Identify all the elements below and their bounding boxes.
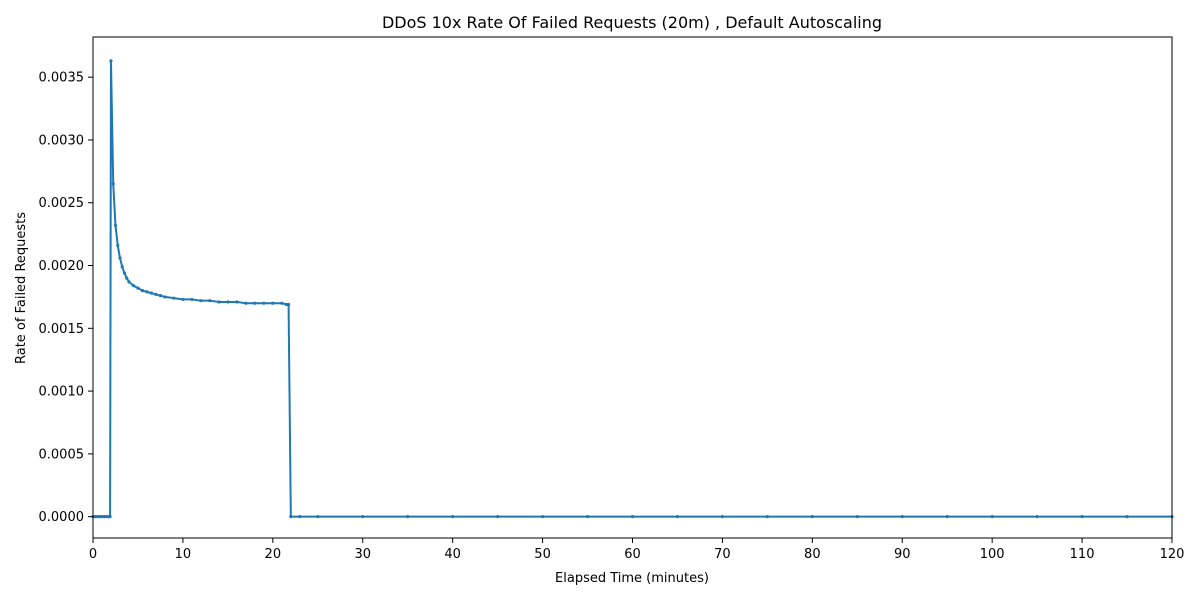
y-tick-label: 0.0010 [39,385,85,400]
data-point [855,515,859,519]
data-point [271,301,275,305]
x-tick-label: 40 [444,547,461,562]
data-point [199,299,203,303]
data-point [900,515,904,519]
data-point [108,515,112,519]
data-point [208,299,212,303]
data-point [361,515,365,519]
plot-area [91,59,1174,519]
x-tick-label: 0 [89,547,97,562]
y-tick-label: 0.0025 [39,196,85,211]
data-point [1125,515,1129,519]
x-tick-label: 100 [980,547,1005,562]
x-tick-label: 10 [175,547,192,562]
y-tick-label: 0.0035 [39,71,85,86]
data-point [158,294,163,298]
data-point [125,276,129,280]
data-point [226,300,230,304]
data-point [127,280,131,284]
data-point [1035,515,1039,519]
x-axis: 0 10 20 30 40 50 60 70 80 90 100 110 120 [89,538,1185,562]
chart-title: DDoS 10x Rate Of Failed Requests (20m) ,… [382,13,882,32]
data-point [136,286,140,290]
data-point [100,515,104,519]
x-tick-label: 50 [534,547,551,562]
x-tick-label: 20 [265,547,282,562]
data-point [720,515,725,519]
data-point [1080,515,1084,519]
data-point [149,291,154,295]
data-point [120,265,124,269]
x-tick-label: 110 [1070,547,1095,562]
data-point [109,59,113,63]
y-axis-label: Rate of Failed Requests [14,212,29,364]
data-point [585,515,590,519]
data-point [284,302,288,307]
data-point [111,182,115,186]
y-tick-label: 0.0005 [39,447,85,462]
data-point [104,515,109,519]
y-tick-label: 0.0015 [39,322,85,337]
data-point [122,271,127,275]
x-tick-label: 120 [1160,547,1185,562]
data-point [810,515,814,519]
x-tick-label: 60 [624,547,641,562]
series-line [93,59,1172,518]
data-point [113,223,118,227]
data-point [181,297,185,302]
data-point [316,515,320,519]
data-point [675,515,680,519]
data-point [98,515,102,519]
data-point [93,515,97,519]
data-point [172,296,176,300]
data-point [217,300,221,304]
data-point [163,295,167,299]
data-point [496,515,500,519]
data-point [289,515,293,519]
plot-frame [92,36,1173,539]
x-tick-label: 30 [354,547,371,562]
data-point [286,302,291,307]
x-tick-label: 70 [714,547,731,562]
x-tick-label: 80 [804,547,821,562]
data-point [190,297,194,302]
y-tick-label: 0.0030 [39,133,85,148]
x-axis-label: Elapsed Time (minutes) [555,571,709,586]
data-point [235,300,239,304]
data-point [765,515,769,519]
data-point [145,290,149,294]
data-point [280,301,284,305]
data-point [262,301,266,305]
data-point [451,515,455,519]
data-point [118,256,122,260]
y-tick-label: 0.0020 [39,259,85,274]
data-point [244,301,248,305]
y-tick-label: 0.0000 [39,510,85,525]
data-point [990,515,994,519]
data-point [540,515,545,519]
data-point [154,292,158,297]
data-point [406,515,410,519]
data-point [102,515,106,519]
data-point [95,515,100,519]
data-point [131,284,136,288]
y-axis: 0.0000 0.0005 0.0010 0.0015 0.0020 0.0025 0.00… [39,71,93,525]
data-point [116,243,120,248]
data-point [298,515,302,519]
x-tick-label: 90 [894,547,911,562]
data-point [253,301,257,305]
data-point [630,515,635,519]
data-point [945,515,949,519]
data-point [140,289,145,293]
